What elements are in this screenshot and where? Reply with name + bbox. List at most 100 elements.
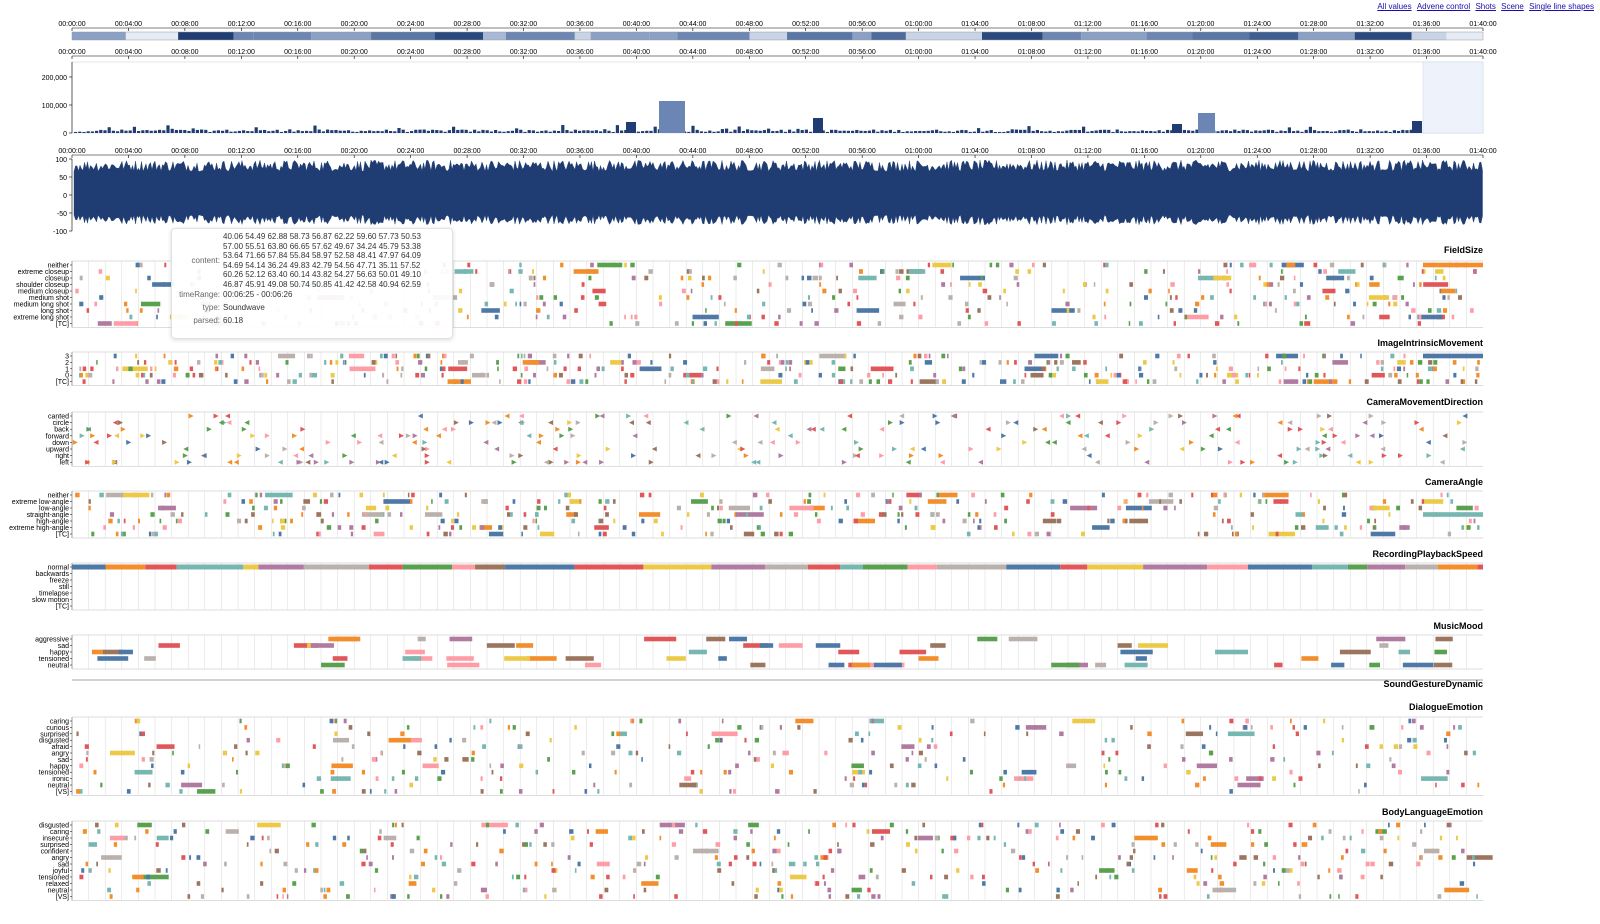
- annotation-mark: [1021, 855, 1026, 860]
- annotation-mark: [1115, 750, 1119, 756]
- annotation-mark: [90, 433, 96, 439]
- annotation-mark: [752, 492, 758, 498]
- annotation-mark: [152, 282, 174, 287]
- tooltip-content-line: 57.00 55.51 63.80 66.65 57.62 49.67 34.2…: [223, 241, 421, 251]
- annotation-mark: [854, 453, 860, 459]
- annotation-mark: [754, 894, 758, 899]
- annotation-mark: [1284, 459, 1290, 465]
- scene-link[interactable]: Scene: [1501, 2, 1524, 11]
- panel-category-label: timelapse: [39, 591, 69, 598]
- annotation-mark: [1107, 518, 1110, 524]
- all-values-link[interactable]: All values: [1377, 2, 1412, 11]
- annotation-mark: [479, 525, 493, 530]
- annotation-mark: [107, 887, 112, 893]
- annotation-mark: [587, 829, 589, 834]
- annotation-mark: [519, 301, 522, 307]
- annotation-mark: [643, 564, 712, 570]
- annotation-mark: [466, 314, 469, 320]
- annotation-mark: [723, 769, 727, 775]
- histogram-bar: [620, 130, 624, 133]
- annotation-mark: [718, 656, 727, 661]
- annotation-mark: [1418, 314, 1422, 320]
- annotation-mark: [283, 763, 286, 769]
- annotation-mark: [139, 731, 143, 737]
- annotation-mark: [573, 269, 599, 274]
- histogram-bar: [540, 130, 544, 133]
- annotation-mark: [1349, 835, 1352, 841]
- annotation-mark: [1360, 353, 1362, 359]
- annotation-mark: [1178, 413, 1184, 419]
- annotation-mark: [1316, 413, 1322, 419]
- histogram-frame: [71, 61, 1484, 134]
- histogram-bar: [855, 129, 859, 133]
- histogram-bar: [158, 129, 162, 133]
- annotation-mark: [181, 822, 186, 828]
- annotation-mark: [1006, 564, 1061, 570]
- shots-link[interactable]: Shots: [1475, 2, 1496, 11]
- annotation-mark: [1138, 372, 1144, 378]
- annotation-mark: [315, 842, 319, 847]
- advene-control-link[interactable]: Advene control: [1416, 2, 1471, 11]
- annotation-mark: [1318, 269, 1322, 274]
- annotation-mark: [448, 366, 468, 372]
- histogram-bar: [120, 129, 124, 133]
- navigator-segment: [434, 32, 484, 40]
- annotation-mark: [244, 420, 250, 426]
- annotation-mark: [639, 492, 645, 498]
- annotation-mark: [232, 757, 234, 762]
- annotation-mark: [1008, 636, 1038, 642]
- annotation-mark: [1183, 314, 1209, 320]
- histogram-bar: [792, 131, 796, 133]
- annotation-mark: [1212, 492, 1218, 498]
- histogram-bar: [82, 131, 86, 133]
- annotation-mark: [181, 855, 186, 860]
- annotation-mark: [577, 366, 581, 372]
- panel-category-label: [TC]: [56, 379, 69, 386]
- annotation-mark: [743, 453, 749, 459]
- histogram-bar: [720, 129, 724, 133]
- annotation-mark: [518, 269, 523, 274]
- annotation-mark: [236, 453, 242, 459]
- annotation-mark: [443, 353, 447, 359]
- histogram-bar: [321, 131, 325, 133]
- annotation-mark: [1227, 518, 1231, 524]
- annotation-mark: [1212, 413, 1218, 419]
- annotation-mark: [1325, 295, 1330, 300]
- annotation-mark: [526, 656, 557, 661]
- annotation-mark: [1163, 763, 1167, 769]
- single-line-shapes-link[interactable]: Single line shapes: [1529, 2, 1594, 11]
- annotation-mark: [570, 433, 576, 439]
- annotation-mark: [1297, 426, 1303, 432]
- annotation-mark: [950, 413, 956, 419]
- annotation-mark: [1120, 649, 1153, 655]
- histogram-bar: [1048, 130, 1052, 133]
- annotation-mark: [374, 868, 379, 873]
- annotation-mark: [1032, 861, 1035, 867]
- annotation-mark: [214, 366, 217, 372]
- annotation-mark: [813, 275, 819, 281]
- annotation-mark: [1269, 282, 1274, 287]
- annotation-mark: [1052, 321, 1056, 326]
- annotation-mark: [241, 499, 246, 504]
- annotation-mark: [1075, 413, 1081, 419]
- annotation-mark: [480, 525, 485, 530]
- annotation-mark: [887, 420, 893, 426]
- annotation-mark: [1195, 842, 1199, 847]
- annotation-mark: [1370, 861, 1375, 867]
- histogram-bar: [292, 131, 296, 133]
- annotation-mark: [730, 525, 733, 530]
- annotation-mark: [733, 275, 737, 281]
- annotation-mark: [424, 459, 430, 465]
- annotation-mark: [711, 731, 738, 737]
- histogram-bar: [334, 129, 338, 133]
- annotation-mark: [257, 822, 281, 828]
- histogram-bar: [1044, 131, 1048, 133]
- panel-category-label: extreme low-angle: [12, 499, 69, 506]
- annotation-mark: [1262, 492, 1265, 498]
- histogram-bar: [174, 129, 178, 133]
- annotation-mark: [1065, 353, 1070, 359]
- annotation-mark: [953, 835, 957, 841]
- annotation-mark: [719, 499, 723, 504]
- annotation-mark: [483, 439, 489, 445]
